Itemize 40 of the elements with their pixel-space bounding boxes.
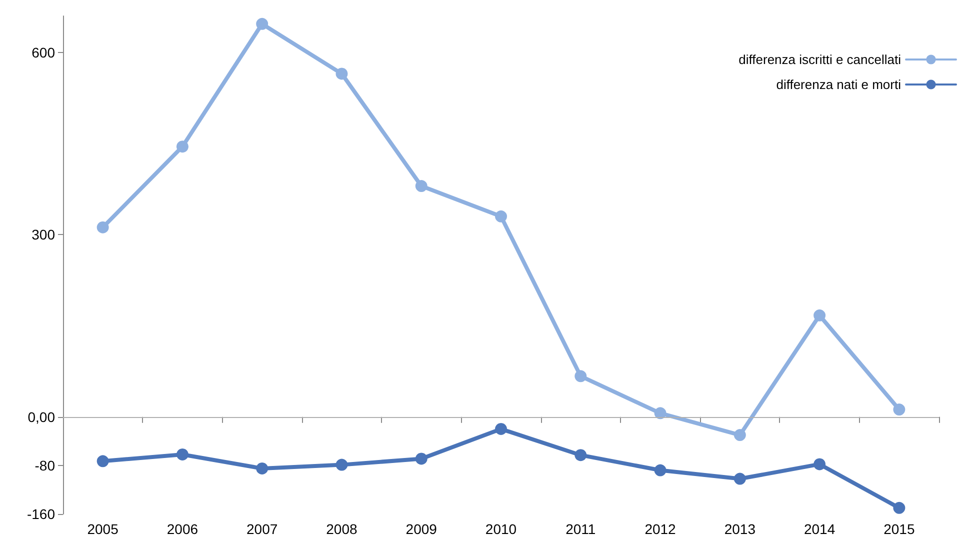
point (336, 458, 348, 471)
point (893, 404, 906, 416)
point (495, 422, 507, 435)
point (814, 309, 826, 322)
x-tick-label: 2013 (724, 521, 756, 537)
x-tick-label: 2006 (166, 521, 198, 537)
point (654, 464, 666, 476)
point (96, 455, 109, 468)
point (256, 462, 268, 474)
point (893, 502, 906, 514)
point (415, 452, 428, 465)
x-tick-label: 2012 (644, 521, 676, 537)
point (734, 472, 746, 485)
point (814, 458, 826, 470)
point (336, 68, 348, 80)
x-tick-label: 2010 (485, 521, 517, 537)
x-tick-label: 2009 (406, 521, 438, 537)
point (574, 370, 587, 382)
x-tick-label: 2015 (884, 521, 915, 537)
y-tick-label: -80 (34, 457, 56, 474)
x-tick-label: 2005 (87, 521, 119, 537)
point (495, 210, 507, 222)
y-tick-label: -160 (26, 506, 56, 522)
point (176, 140, 188, 153)
x-tick-label: 2014 (804, 521, 836, 537)
y-tick-label: 300 (32, 226, 56, 243)
y-tick-label: 0,00 (28, 408, 56, 425)
point (734, 429, 746, 442)
point (654, 407, 666, 420)
legend-label: differenza nati e morti (776, 77, 902, 92)
x-tick-label: 2007 (246, 521, 278, 537)
x-tick-label: 2011 (566, 521, 596, 537)
point (96, 221, 109, 234)
y-tick-label: 600 (32, 44, 56, 60)
point (256, 18, 268, 30)
point (574, 449, 587, 462)
point (176, 448, 188, 460)
point (415, 180, 428, 192)
x-tick-label: 2008 (326, 521, 358, 537)
legend-label: differenza iscritti e cancellati (738, 52, 902, 67)
